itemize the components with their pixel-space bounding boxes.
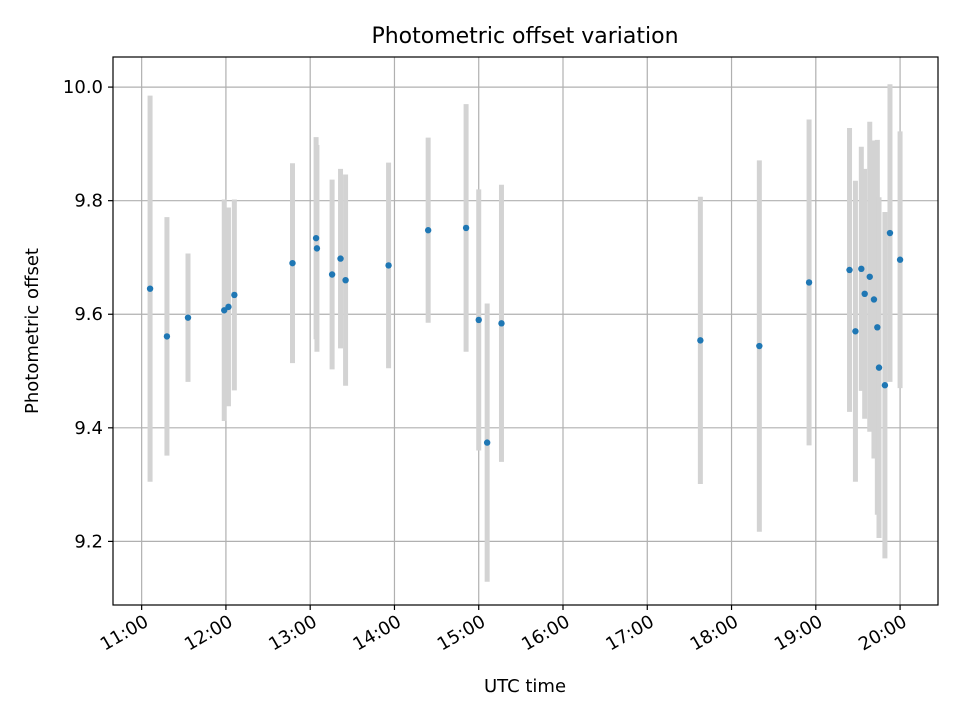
y-axis-label: Photometric offset	[22, 248, 43, 414]
data-point	[852, 328, 859, 335]
data-point	[337, 255, 344, 262]
x-axis-label: UTC time	[484, 676, 566, 697]
data-point	[342, 276, 349, 284]
chart-title: Photometric offset variation	[371, 24, 678, 49]
y-tick-label: 9.6	[74, 304, 103, 325]
data-point	[697, 337, 704, 344]
data-point	[225, 303, 232, 311]
data-point	[483, 439, 491, 446]
data-point	[184, 314, 192, 321]
y-tick-label: 9.2	[74, 531, 103, 552]
data-point	[385, 262, 392, 269]
data-point	[289, 259, 296, 267]
data-point	[846, 266, 853, 274]
y-tick-label: 9.8	[74, 191, 103, 212]
data-point	[881, 382, 889, 389]
data-point	[858, 265, 865, 273]
data-point	[312, 234, 320, 242]
data-point	[756, 342, 763, 350]
data-point	[475, 316, 482, 324]
y-axis-ticks: 9.2 9.4 9.6 9.8 10.0	[63, 77, 113, 552]
plot-frame	[112, 56, 939, 606]
y-tick-label: 9.4	[74, 418, 103, 439]
data-point	[462, 224, 470, 232]
data-point	[866, 273, 873, 280]
data-point	[886, 229, 894, 237]
data-point	[163, 333, 171, 340]
data-point	[874, 324, 881, 331]
data-point	[424, 227, 432, 234]
data-point	[870, 296, 878, 303]
data-point	[146, 285, 154, 292]
data-point	[805, 279, 813, 286]
data-point	[896, 256, 904, 263]
data-points	[146, 224, 904, 446]
data-point	[875, 364, 883, 371]
data-point	[328, 271, 336, 278]
data-point	[498, 320, 505, 327]
data-point	[861, 290, 868, 298]
y-tick-label: 10.0	[63, 77, 103, 98]
data-point	[313, 245, 321, 252]
data-point	[231, 291, 238, 299]
